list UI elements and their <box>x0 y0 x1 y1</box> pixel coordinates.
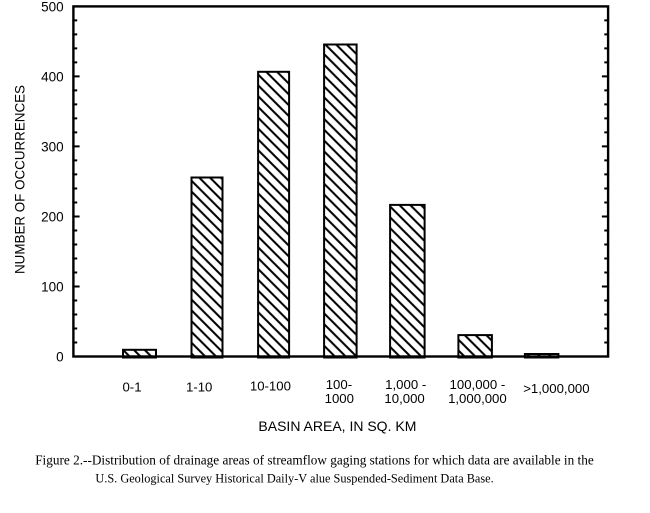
svg-text:1,000,000: 1,000,000 <box>448 391 507 406</box>
svg-text:1-10: 1-10 <box>186 380 212 395</box>
svg-text:0: 0 <box>56 350 64 365</box>
svg-text:100,000 -: 100,000 - <box>450 377 506 392</box>
svg-text:500: 500 <box>41 0 64 15</box>
svg-text:100: 100 <box>41 280 64 295</box>
svg-text:1,000 -: 1,000 - <box>385 377 426 392</box>
svg-text:300: 300 <box>41 140 64 155</box>
svg-text:Figure 2.--Distribution of dra: Figure 2.--Distribution of drainage area… <box>35 452 594 467</box>
svg-text:10,000: 10,000 <box>384 391 424 406</box>
svg-text:10-100: 10-100 <box>250 379 291 394</box>
svg-text:BASIN AREA, IN SQ. KM: BASIN AREA, IN SQ. KM <box>258 418 416 434</box>
svg-text:100-: 100- <box>326 377 352 392</box>
svg-text:1000: 1000 <box>325 391 354 406</box>
svg-text:400: 400 <box>41 70 64 85</box>
svg-text:U.S. Geological Survey Histori: U.S. Geological Survey Historical Daily-… <box>95 472 493 486</box>
svg-text:0-1: 0-1 <box>122 380 141 395</box>
svg-text:200: 200 <box>41 210 64 225</box>
svg-text:>1,000,000: >1,000,000 <box>523 381 589 396</box>
svg-text:NUMBER OF OCCURRENCES: NUMBER OF OCCURRENCES <box>13 85 28 274</box>
